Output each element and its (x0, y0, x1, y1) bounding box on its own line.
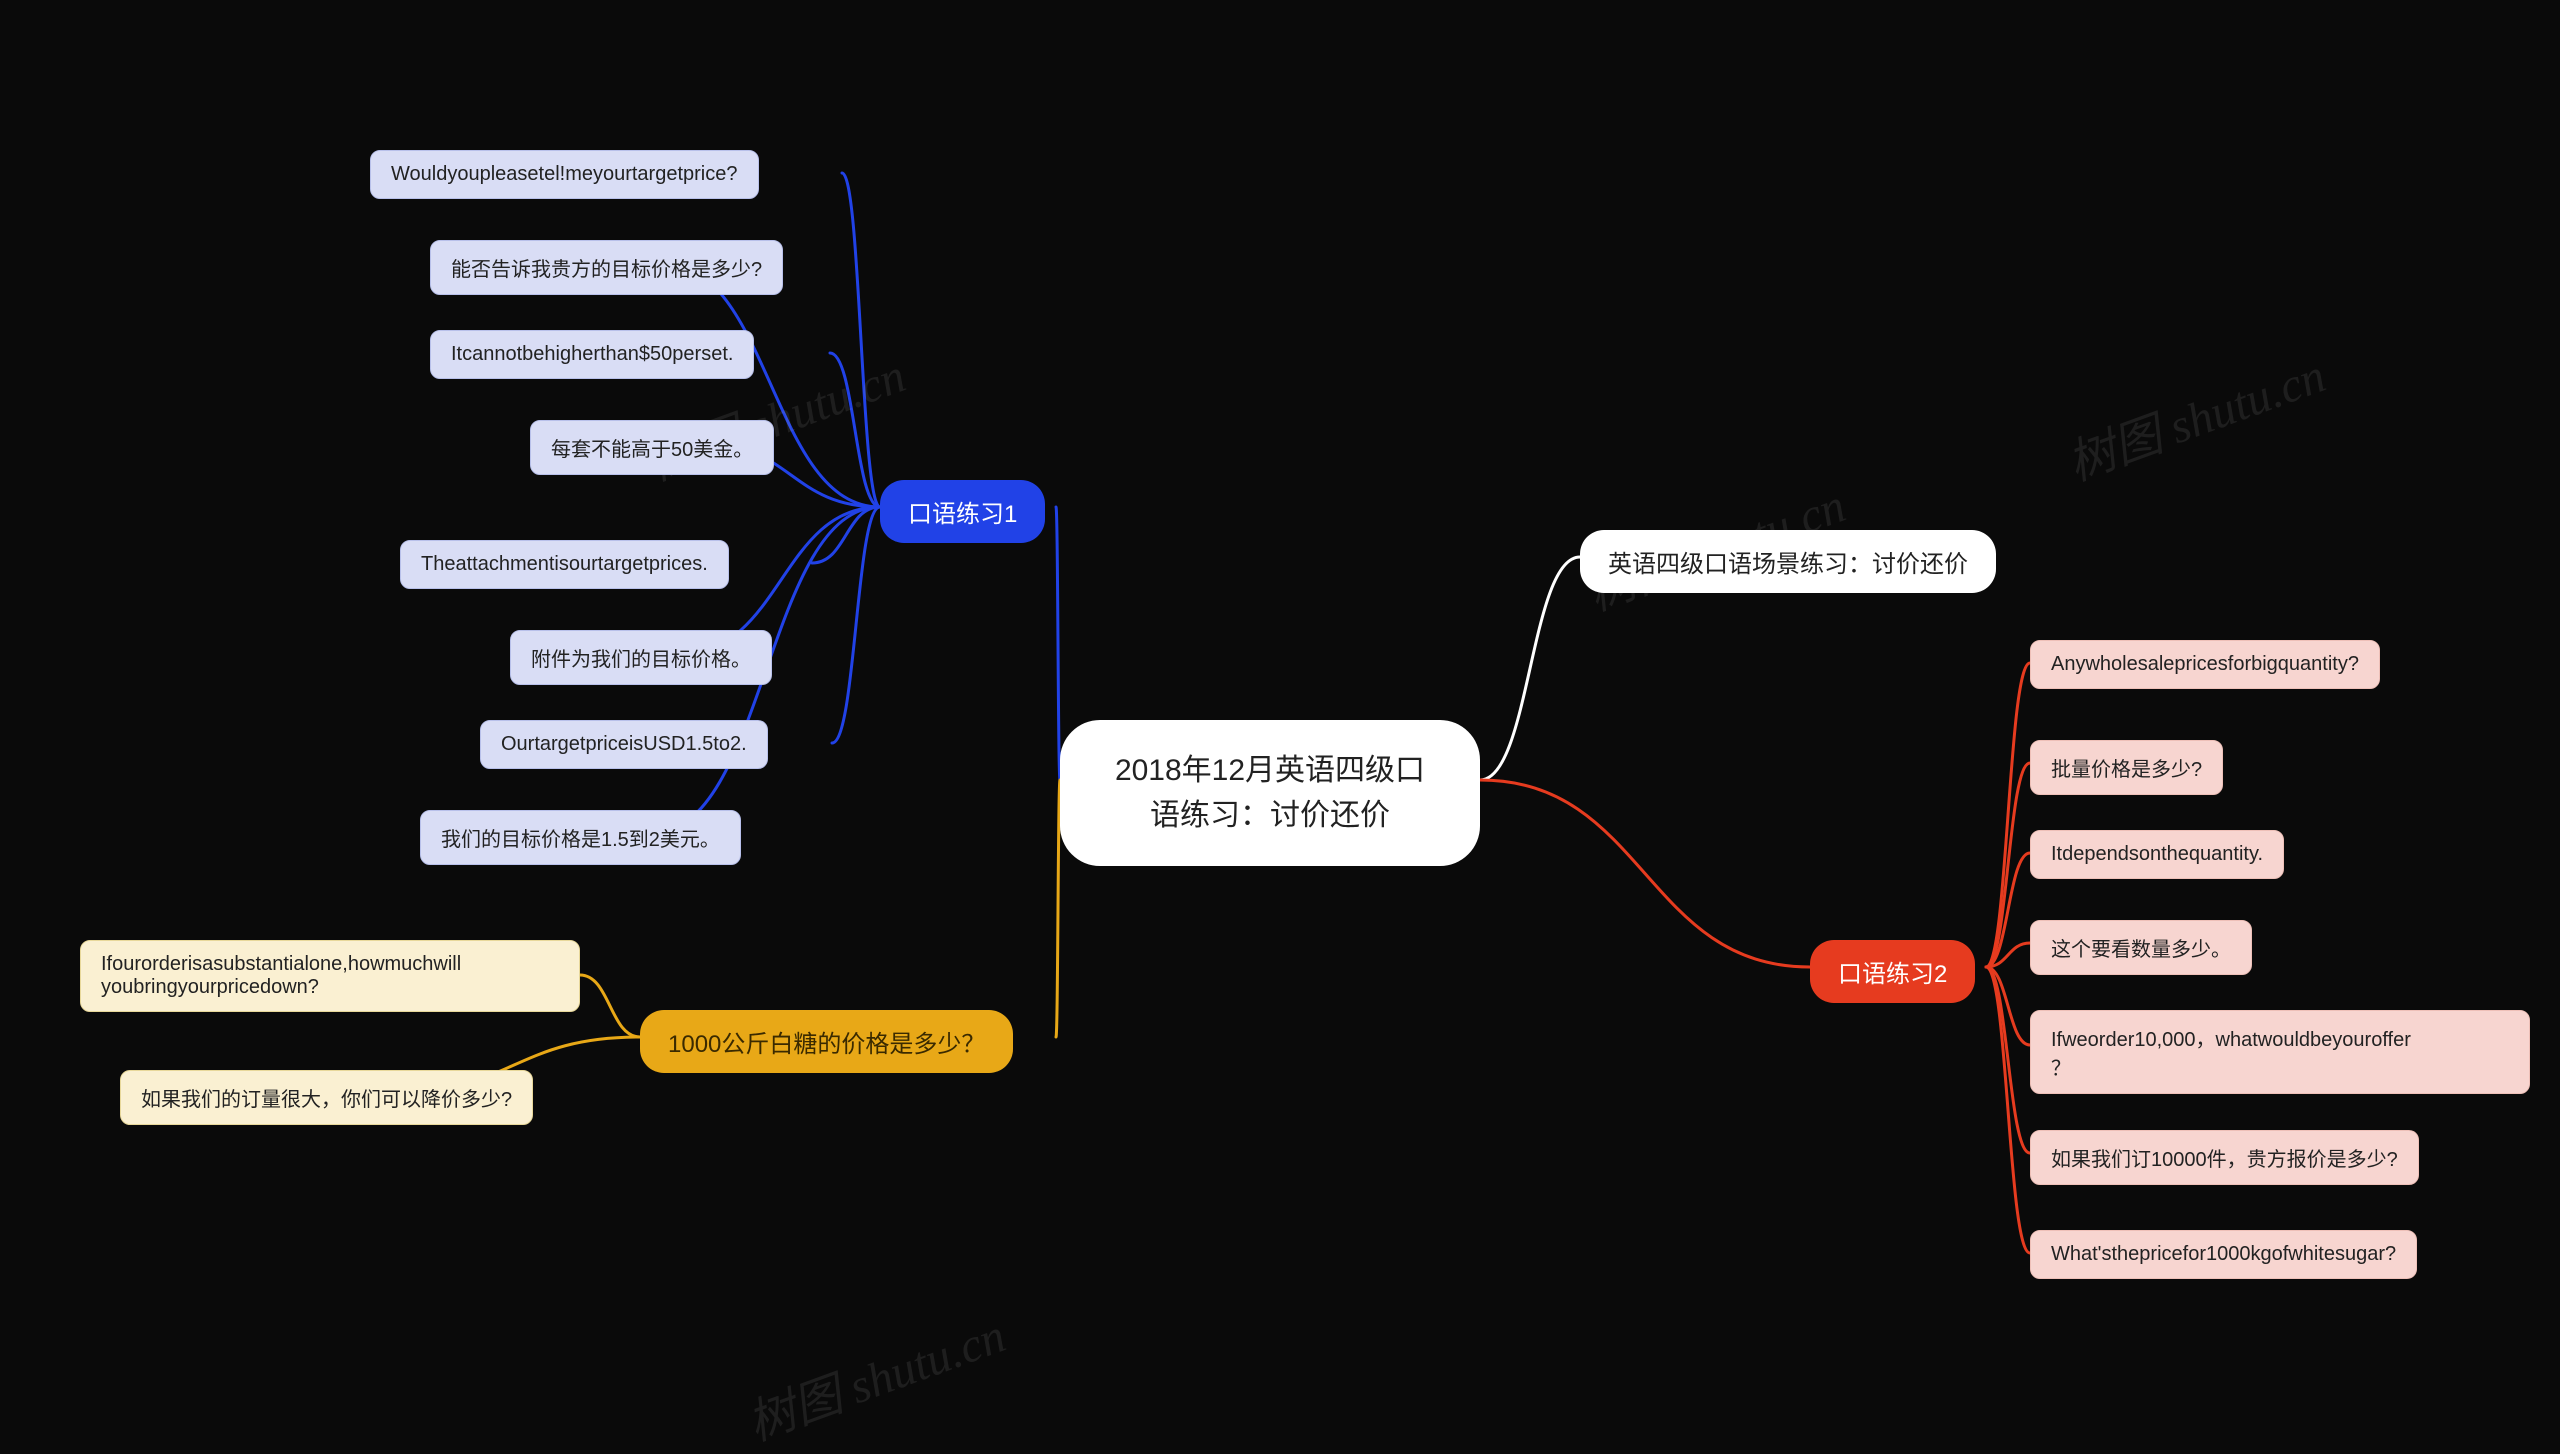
watermark: 树图 shutu.cn (2056, 336, 2333, 494)
leaf-practice2-2[interactable]: Itdependsonthequantity. (2030, 830, 2284, 879)
branch-practice1[interactable]: 口语练习1 (880, 480, 1045, 543)
watermark: 树图 shutu.cn (736, 1296, 1013, 1454)
leaf-practice1-7[interactable]: 我们的目标价格是1.5到2美元。 (420, 810, 741, 865)
branch-sugar[interactable]: 1000公斤白糖的价格是多少？ (640, 1010, 1013, 1073)
leaf-practice1-6[interactable]: OurtargetpriceisUSD1.5to2. (480, 720, 768, 769)
branch-scene[interactable]: 英语四级口语场景练习：讨价还价 (1580, 530, 1996, 593)
branch-practice2[interactable]: 口语练习2 (1810, 940, 1975, 1003)
leaf-practice1-3[interactable]: 每套不能高于50美金。 (530, 420, 774, 475)
leaf-practice2-1[interactable]: 批量价格是多少? (2030, 740, 2223, 795)
leaf-practice1-4[interactable]: Theattachmentisourtargetprices. (400, 540, 729, 589)
leaf-practice2-0[interactable]: Anywholesalepricesforbigquantity? (2030, 640, 2380, 689)
leaf-practice1-1[interactable]: 能否告诉我贵方的目标价格是多少? (430, 240, 783, 295)
leaf-practice1-5[interactable]: 附件为我们的目标价格。 (510, 630, 772, 685)
leaf-sugar-1[interactable]: 如果我们的订量很大，你们可以降价多少? (120, 1070, 533, 1125)
center-node[interactable]: 2018年12月英语四级口语练习：讨价还价 (1060, 720, 1480, 866)
leaf-practice2-6[interactable]: What'sthepricefor1000kgofwhitesugar? (2030, 1230, 2417, 1279)
leaf-practice2-5[interactable]: 如果我们订10000件，贵方报价是多少? (2030, 1130, 2419, 1185)
leaf-practice1-0[interactable]: Wouldyoupleasetel!meyourtargetprice? (370, 150, 759, 199)
leaf-practice1-2[interactable]: Itcannotbehigherthan$50perset. (430, 330, 754, 379)
leaf-practice2-4[interactable]: Ifweorder10,000，whatwouldbeyouroffer ？ (2030, 1010, 2530, 1094)
leaf-sugar-0[interactable]: Ifourorderisasubstantialone,howmuchwill … (80, 940, 580, 1012)
leaf-practice2-3[interactable]: 这个要看数量多少。 (2030, 920, 2252, 975)
